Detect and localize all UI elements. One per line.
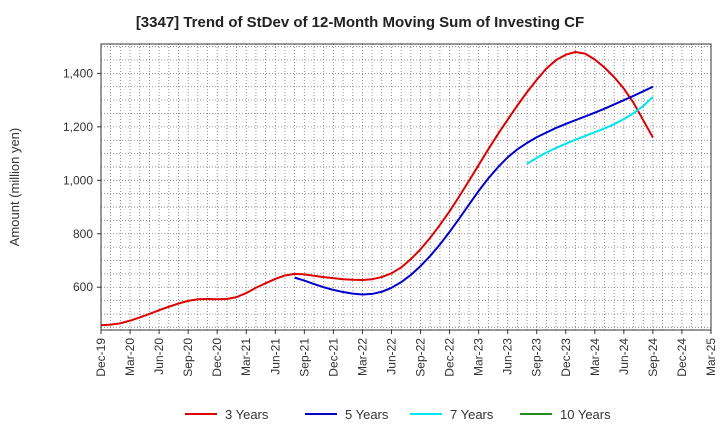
series-line-7-years (526, 96, 654, 165)
x-tick-label: Jun-22 (384, 338, 398, 375)
x-tick-label: Sep-21 (297, 338, 311, 377)
legend-item: 5 Years (305, 407, 389, 422)
x-tick-label: Sep-23 (530, 338, 544, 377)
y-tick-label: 600 (73, 280, 93, 294)
plot-frame (100, 43, 712, 331)
x-tick-label: Mar-25 (704, 338, 718, 376)
y-tick-label: 1,400 (63, 66, 93, 80)
x-tick-label: Sep-20 (181, 338, 195, 377)
x-tick-label: Jun-24 (617, 338, 631, 375)
x-tick-label: Jun-21 (268, 338, 282, 375)
legend: 3 Years 5 Years 7 Years 10 Years (185, 407, 611, 422)
plot-background (101, 44, 711, 330)
x-tick-label: Sep-24 (646, 338, 660, 377)
legend-label: 5 Years (345, 407, 389, 422)
x-tick-label: Mar-23 (472, 338, 486, 376)
legend-item: 7 Years (410, 407, 494, 422)
y-axis-title: Amount (million yen) (7, 128, 22, 247)
y-tick-label: 1,200 (63, 120, 93, 134)
x-tick-label: Jun-23 (501, 338, 515, 375)
grid-layer (100, 44, 712, 330)
x-tick-label: Dec-24 (675, 338, 689, 377)
legend-label: 10 Years (560, 407, 611, 422)
legend-item: 3 Years (185, 407, 269, 422)
x-tick-label: Dec-22 (443, 338, 457, 377)
legend-label: 7 Years (450, 407, 494, 422)
series-line-3-years (100, 51, 654, 327)
x-tick-label: Sep-22 (414, 338, 428, 377)
x-tick-label: Dec-21 (326, 338, 340, 377)
x-tick-label: Mar-22 (355, 338, 369, 376)
x-tick-label: Mar-21 (239, 338, 253, 376)
x-tick-label: Dec-20 (210, 338, 224, 377)
y-tick-label: 1,000 (63, 173, 93, 187)
x-tick-label: Dec-19 (94, 338, 108, 377)
axis-layer: 600 800 1,000 1,200 1,400 Dec-19 Mar-20 Jun-20 S… (7, 43, 718, 377)
y-tick-label: 800 (73, 227, 93, 241)
legend-label: 3 Years (225, 407, 269, 422)
legend-item: 10 Years (520, 407, 611, 422)
x-tick-label: Mar-24 (588, 338, 602, 376)
x-tick-label: Mar-20 (123, 338, 137, 376)
chart-title: [3347] Trend of StDev of 12-Month Moving… (135, 14, 585, 31)
series-layer (100, 51, 654, 327)
x-tick-label: Dec-23 (559, 338, 573, 377)
x-tick-label: Jun-20 (152, 338, 166, 375)
series-line-5-years (294, 85, 654, 296)
